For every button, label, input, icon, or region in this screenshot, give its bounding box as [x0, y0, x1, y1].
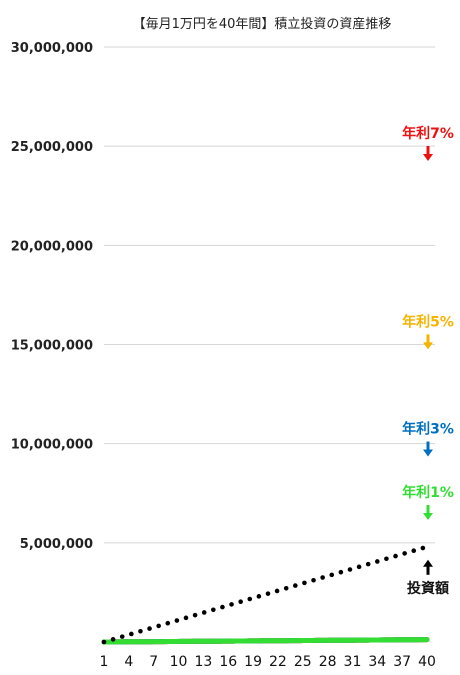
x-tick-label: 16 — [219, 654, 237, 670]
investment-dot — [375, 559, 380, 564]
x-tick-label: 10 — [170, 654, 188, 670]
investment-dot — [129, 631, 134, 637]
investment-dot — [302, 580, 307, 586]
y-tick-label: 10,000,000 — [11, 438, 93, 453]
investment-dot — [147, 626, 152, 631]
investment-dot — [265, 591, 271, 596]
arrow-down-icon — [423, 512, 433, 520]
investment-dot — [393, 553, 398, 559]
investment-dot — [365, 561, 371, 567]
y-axis: 30,000,000 25,000,000 20,000,000 15,000,000… — [11, 41, 93, 552]
investment-dot — [174, 618, 180, 623]
investment-dot — [183, 615, 189, 621]
investment-dot — [211, 607, 216, 613]
investment-dot — [256, 594, 262, 599]
investment-dot — [402, 551, 407, 556]
investment-dot — [247, 596, 253, 602]
investment-dot — [329, 572, 335, 578]
investment-dot — [311, 577, 316, 583]
y-tick-label: 25,000,000 — [11, 140, 93, 155]
x-tick-label: 4 — [124, 654, 133, 670]
x-axis: 1 4 7 10 13 16 19 22 25 28 31 34 37 40 — [100, 654, 436, 670]
investment-dot — [411, 548, 417, 554]
investment-dot — [293, 583, 298, 588]
investment-dot — [201, 610, 207, 615]
investment-dot — [220, 604, 225, 610]
y-tick-label: 30,000,000 — [11, 41, 93, 56]
x-tick-label: 25 — [294, 654, 312, 670]
investment-dot — [338, 569, 344, 575]
investment-dot — [165, 620, 171, 626]
investment-dot — [420, 545, 426, 551]
investment-dot — [283, 585, 289, 591]
investment-dot — [384, 556, 389, 562]
series-line — [101, 637, 430, 645]
x-tick-label: 13 — [194, 654, 212, 670]
y-tick-label: 15,000,000 — [11, 339, 93, 354]
arrow-down-icon — [423, 154, 433, 161]
investment-dot — [119, 634, 125, 639]
series-labels: 年利7% 年利5% 年利3% 年利1% 投資額 — [402, 125, 454, 597]
x-tick-label: 31 — [344, 654, 362, 670]
x-tick-label: 28 — [319, 654, 337, 670]
series-label: 年利3% — [402, 421, 454, 438]
arrow-up-icon — [423, 559, 433, 567]
investment-dot — [101, 639, 107, 645]
x-tick-label: 40 — [418, 654, 436, 670]
arrow-down-icon — [423, 449, 433, 457]
series-label: 年利5% — [402, 313, 454, 330]
x-tick-label: 7 — [149, 654, 158, 670]
x-tick-label: 22 — [269, 654, 287, 670]
plot-area — [101, 545, 430, 645]
investment-dot — [138, 628, 143, 634]
investment-dot — [238, 599, 243, 605]
investment-dot — [192, 612, 198, 618]
series-label: 投資額 — [407, 580, 449, 597]
investment-dot — [347, 567, 353, 572]
y-tick-label: 20,000,000 — [11, 239, 93, 254]
investment-dot — [229, 602, 234, 607]
investment-dot — [356, 564, 362, 570]
investment-dot — [320, 575, 325, 580]
x-tick-label: 1 — [100, 654, 109, 670]
investment-dot — [110, 637, 116, 642]
grid — [104, 46, 435, 544]
series-label: 年利7% — [402, 125, 454, 142]
x-tick-label: 19 — [244, 654, 262, 670]
x-tick-label: 37 — [393, 654, 411, 670]
y-tick-label: 5,000,000 — [20, 537, 93, 552]
x-tick-label: 34 — [368, 654, 386, 670]
investment-dot — [156, 623, 161, 629]
series-label: 年利1% — [402, 484, 454, 501]
chart-title: 【毎月1万円を40年間】積立投資の資産推移 — [133, 16, 392, 32]
investment-dot — [274, 588, 280, 594]
arrow-down-icon — [423, 342, 433, 350]
